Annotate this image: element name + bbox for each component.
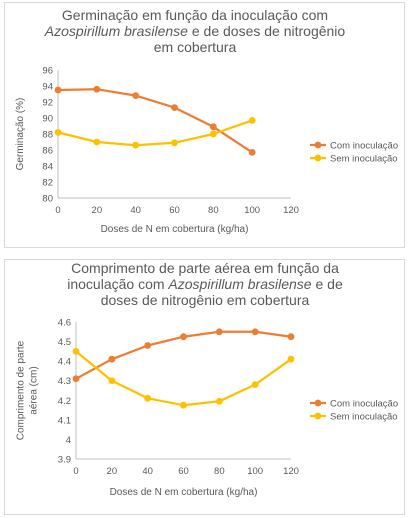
chart-title-segment: Comprimento de parte aérea em função da bbox=[71, 260, 339, 276]
y-tick-label: 4.5 bbox=[58, 337, 71, 348]
y-tick-label: 4.6 bbox=[58, 318, 71, 329]
data-point bbox=[93, 138, 101, 146]
chart-title-line: em cobertura bbox=[154, 39, 237, 55]
chart-title-line: Azospirillum brasilense e de doses de ni… bbox=[44, 23, 346, 39]
data-point bbox=[248, 117, 256, 124]
data-point bbox=[215, 397, 223, 405]
data-point bbox=[180, 333, 187, 341]
x-axis-title: Doses de N em cobertura (kg/ha) bbox=[110, 487, 258, 498]
y-tick-label: 4 bbox=[66, 435, 71, 446]
x-tick-label: 80 bbox=[214, 466, 225, 477]
y-tick-label: 94 bbox=[42, 82, 53, 93]
data-point bbox=[209, 130, 217, 138]
data-point bbox=[132, 92, 140, 99]
legend-swatch-marker bbox=[314, 141, 322, 149]
series-line-sem-inoculacao bbox=[56, 119, 254, 147]
legend-swatch-marker bbox=[314, 412, 322, 420]
chart-title-segment: inoculação com bbox=[67, 276, 168, 292]
x-tick-label: 60 bbox=[169, 205, 180, 216]
germination-chart: Germinação em função da inoculação comAz… bbox=[15, 7, 398, 235]
data-point bbox=[72, 347, 80, 355]
y-tick-label: 4.1 bbox=[58, 415, 71, 426]
chart-title-segment: e de bbox=[312, 276, 343, 292]
chart-title-segment: e de doses de nitrogênio bbox=[188, 23, 345, 39]
legend-label: Com inoculação bbox=[330, 141, 398, 152]
chart-title-line: Germinação em função da inoculação com bbox=[62, 7, 328, 23]
data-point bbox=[180, 401, 187, 409]
data-point bbox=[54, 129, 62, 136]
y-tick-label: 4.2 bbox=[58, 396, 71, 407]
chart-title-line: doses de nitrogênio em cobertura bbox=[101, 292, 310, 308]
x-tick-label: 120 bbox=[283, 205, 299, 216]
data-point bbox=[108, 355, 116, 363]
data-point bbox=[171, 104, 178, 111]
data-point bbox=[144, 342, 152, 349]
legend-label: Com inoculação bbox=[330, 399, 398, 410]
germination-chart-panel: Germinação em função da inoculação com Az… bbox=[4, 2, 405, 248]
data-point bbox=[132, 141, 140, 149]
data-point bbox=[215, 328, 223, 336]
x-tick-label: 40 bbox=[142, 466, 153, 477]
x-tick-label: 40 bbox=[130, 205, 141, 216]
data-point bbox=[287, 333, 295, 341]
chart-title-segment: em cobertura bbox=[154, 39, 237, 55]
x-tick-label: 100 bbox=[247, 466, 263, 477]
chart-title-segment: doses de nitrogênio em cobertura bbox=[101, 292, 310, 308]
x-tick-label: 0 bbox=[73, 466, 78, 477]
data-point bbox=[93, 85, 101, 93]
shoot-length-chart-panel: Comprimento de parte aérea em função da i… bbox=[4, 259, 405, 515]
data-point bbox=[287, 355, 295, 363]
chart-title-italic-segment: Azospirillum brasilense bbox=[167, 276, 311, 292]
y-tick-label: 96 bbox=[42, 66, 53, 77]
y-tick-label: 84 bbox=[42, 162, 53, 173]
y-tick-label: 82 bbox=[42, 178, 53, 189]
legend-swatch-marker bbox=[314, 399, 322, 407]
x-tick-label: 0 bbox=[55, 205, 60, 216]
x-tick-label: 20 bbox=[92, 205, 103, 216]
data-point bbox=[144, 394, 152, 402]
legend-label: Sem inoculação bbox=[330, 412, 398, 423]
series-line-sem-inoculacao bbox=[74, 350, 293, 407]
x-tick-label: 100 bbox=[244, 205, 260, 216]
y-axis-title: aérea (cm) bbox=[29, 366, 40, 414]
data-point bbox=[54, 86, 62, 94]
y-tick-label: 4.4 bbox=[58, 357, 71, 368]
x-tick-label: 60 bbox=[178, 466, 189, 477]
y-tick-label: 86 bbox=[42, 146, 53, 157]
data-point bbox=[108, 377, 116, 385]
y-tick-label: 80 bbox=[42, 194, 53, 205]
y-tick-label: 92 bbox=[42, 98, 53, 109]
y-tick-label: 4.3 bbox=[58, 376, 71, 387]
y-tick-label: 88 bbox=[42, 130, 53, 141]
x-tick-label: 80 bbox=[208, 205, 219, 216]
data-point bbox=[248, 149, 256, 156]
legend-label: Sem inoculação bbox=[330, 154, 398, 165]
chart-title-line: Comprimento de parte aérea em função da bbox=[71, 260, 339, 276]
data-point bbox=[72, 375, 80, 383]
chart-title-italic-segment: Azospirillum brasilense bbox=[44, 23, 188, 39]
x-tick-label: 20 bbox=[107, 466, 118, 477]
data-point bbox=[251, 328, 259, 336]
x-axis-title: Doses de N em cobertura (kg/ha) bbox=[101, 224, 249, 235]
y-tick-label: 90 bbox=[42, 114, 53, 125]
legend-swatch-marker bbox=[314, 154, 322, 162]
y-axis-title: Comprimento de parte bbox=[16, 340, 27, 440]
x-tick-label: 120 bbox=[283, 466, 299, 477]
shoot-length-chart: Comprimento de parte aérea em função dai… bbox=[16, 260, 399, 498]
chart-title-segment: Germinação em função da inoculação com bbox=[62, 7, 328, 23]
data-point bbox=[171, 139, 178, 147]
chart-title-line: inoculação com Azospirillum brasilense e… bbox=[67, 276, 343, 292]
y-axis-title: Germinação (%) bbox=[15, 98, 26, 171]
y-tick-label: 3.9 bbox=[58, 455, 71, 466]
data-point bbox=[251, 381, 259, 389]
data-point bbox=[209, 123, 217, 131]
